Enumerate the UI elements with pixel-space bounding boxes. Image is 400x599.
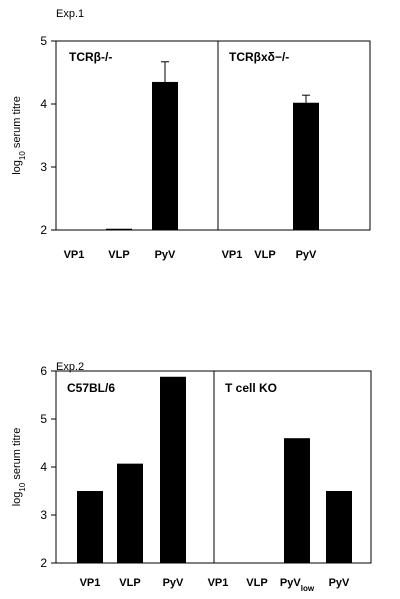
y-axis-label: log10 serum titre (11, 96, 27, 175)
chart-title: Exp.2 (56, 361, 84, 373)
x-tick-label: PyV (163, 577, 184, 589)
bar (160, 376, 186, 563)
y-axis-label: log10 serum titre (11, 428, 27, 507)
chart-title: Exp.1 (56, 8, 84, 20)
y-tick-label: 4 (40, 460, 47, 474)
bar (117, 463, 143, 563)
bar (284, 438, 310, 563)
x-tick-label: VP1 (208, 577, 229, 589)
x-tick-label: VLP (254, 249, 275, 261)
y-tick-label: 3 (40, 160, 47, 174)
y-tick-label: 2 (40, 556, 47, 570)
x-tick-label: PyV (155, 249, 176, 261)
x-tick-label: VLP (246, 577, 267, 589)
bar (77, 491, 103, 563)
y-tick-label: 6 (40, 364, 47, 378)
bar (106, 228, 132, 230)
panel-title: TCRβ-/- (69, 50, 112, 64)
bar (152, 81, 178, 230)
panel-title: TCRβxδ−/- (229, 50, 289, 64)
y-tick-label: 5 (40, 412, 47, 426)
x-tick-label: VP1 (80, 577, 101, 589)
x-tick-label: VP1 (64, 249, 85, 261)
x-tick-label: VLP (119, 577, 140, 589)
y-tick-label: 4 (40, 97, 47, 111)
panel-title: C57BL/6 (67, 381, 115, 395)
plot-frame (55, 40, 371, 231)
y-tick-label: 2 (40, 223, 47, 237)
x-tick-label: PyV (296, 249, 317, 261)
bar (293, 102, 319, 230)
x-tick-label: VP1 (222, 249, 243, 261)
y-tick-label: 5 (40, 34, 47, 48)
bar (326, 491, 352, 563)
x-tick-label: VLP (108, 249, 129, 261)
x-tick-label: PyV (329, 577, 350, 589)
x-tick-label: PyVlow (280, 577, 315, 593)
panel-title: T cell KO (225, 381, 277, 395)
y-tick-label: 3 (40, 508, 47, 522)
